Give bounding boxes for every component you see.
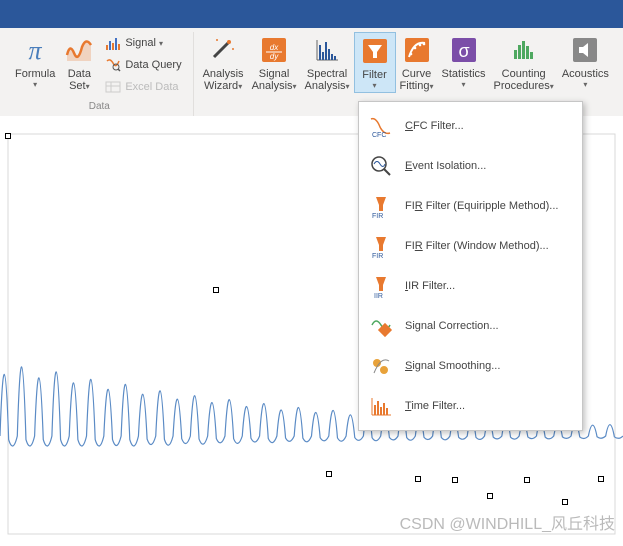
svg-text:CFC: CFC	[372, 132, 386, 139]
spectral-label: SpectralAnalysis▾	[305, 68, 350, 93]
statistics-icon: σ	[448, 34, 480, 66]
svg-text:dy: dy	[270, 52, 279, 61]
chevron-down-icon: ▾	[33, 80, 37, 89]
excel-data-button: Excel Data	[101, 76, 185, 98]
data-query-icon	[105, 57, 121, 73]
menu-item-label: Event Isolation...	[405, 160, 486, 172]
signal-analysis-icon: dxdy	[258, 34, 290, 66]
filter-menu-item[interactable]: CFC CFC Filter...	[359, 106, 582, 146]
filter-menu-item[interactable]: Signal Correction...	[359, 306, 582, 346]
menu-item-icon	[367, 392, 395, 420]
pi-icon: π	[19, 34, 51, 66]
spectral-icon	[311, 34, 343, 66]
svg-text:FIR: FIR	[372, 253, 383, 259]
filter-menu-item[interactable]: FIR FIR Filter (Window Method)...	[359, 226, 582, 266]
svg-text:dx: dx	[270, 43, 279, 52]
selection-handle[interactable]	[415, 476, 421, 482]
dataset-icon	[63, 34, 95, 66]
group-data-label: Data	[89, 98, 110, 116]
menu-item-icon	[367, 312, 395, 340]
statistics-label: Statistics	[442, 68, 486, 80]
filter-button[interactable]: Filter ▾	[354, 32, 396, 93]
menu-item-icon: CFC	[367, 112, 395, 140]
analysis-wizard-button[interactable]: AnalysisWizard▾	[199, 32, 248, 95]
dataset-button[interactable]: DataSet▾	[59, 32, 99, 95]
acoustics-button[interactable]: Acoustics ▾	[558, 32, 613, 91]
curve-fitting-label: CurveFitting▾	[400, 68, 434, 93]
menu-item-icon: FIR	[367, 192, 395, 220]
signal-button[interactable]: Signal ▾	[101, 32, 185, 54]
group-data: π Formula ▾ DataSet▾ Signal ▾ Data Query	[6, 32, 194, 116]
selection-handle[interactable]	[5, 133, 11, 139]
formula-label: Formula	[15, 68, 55, 80]
menu-item-icon	[367, 352, 395, 380]
svg-text:π: π	[29, 36, 43, 65]
menu-item-label: FIR Filter (Window Method)...	[405, 240, 549, 252]
menu-item-label: Time Filter...	[405, 400, 465, 412]
data-query-label: Data Query	[125, 59, 181, 71]
selection-handle[interactable]	[452, 477, 458, 483]
signal-analysis-label: SignalAnalysis▾	[252, 68, 297, 93]
menu-item-label: FIR Filter (Equiripple Method)...	[405, 200, 558, 212]
menu-item-label: Signal Correction...	[405, 320, 499, 332]
wizard-label: AnalysisWizard▾	[203, 68, 244, 93]
dataset-label: DataSet▾	[68, 68, 91, 93]
spectral-analysis-button[interactable]: SpectralAnalysis▾	[301, 32, 354, 95]
svg-text:σ: σ	[458, 41, 469, 61]
counting-button[interactable]: CountingProcedures▾	[490, 32, 558, 95]
menu-item-label: IIR Filter...	[405, 280, 455, 292]
title-bar	[0, 0, 623, 28]
filter-menu-item[interactable]: Event Isolation...	[359, 146, 582, 186]
counting-icon	[508, 34, 540, 66]
menu-item-label: Signal Smoothing...	[405, 360, 500, 372]
signal-icon	[105, 35, 121, 51]
menu-item-icon	[367, 152, 395, 180]
data-query-button[interactable]: Data Query	[101, 54, 185, 76]
selection-handle[interactable]	[487, 493, 493, 499]
menu-item-icon: FIR	[367, 232, 395, 260]
filter-menu-item[interactable]: Signal Smoothing...	[359, 346, 582, 386]
signal-analysis-button[interactable]: dxdy SignalAnalysis▾	[248, 32, 301, 95]
selection-handle[interactable]	[562, 499, 568, 505]
acoustics-label: Acoustics	[562, 68, 609, 80]
selection-handle[interactable]	[326, 471, 332, 477]
svg-text:IIR: IIR	[374, 293, 383, 299]
wizard-icon	[207, 34, 239, 66]
curve-fitting-button[interactable]: CurveFitting▾	[396, 32, 438, 95]
chevron-down-icon: ▾	[373, 81, 377, 90]
menu-item-icon: IIR	[367, 272, 395, 300]
selection-handle[interactable]	[213, 287, 219, 293]
chevron-down-icon: ▾	[583, 80, 587, 89]
curve-fitting-icon	[401, 34, 433, 66]
filter-menu-item[interactable]: IIR IIR Filter...	[359, 266, 582, 306]
svg-text:FIR: FIR	[372, 213, 383, 219]
acoustics-icon	[569, 34, 601, 66]
filter-icon	[359, 35, 391, 67]
filter-label: Filter	[362, 69, 386, 81]
formula-button[interactable]: π Formula ▾	[11, 32, 59, 91]
filter-menu-item[interactable]: FIR FIR Filter (Equiripple Method)...	[359, 186, 582, 226]
menu-item-label: CFC Filter...	[405, 120, 464, 132]
filter-menu-item[interactable]: Time Filter...	[359, 386, 582, 426]
chevron-down-icon: ▾	[462, 80, 466, 89]
excel-data-label: Excel Data	[125, 81, 178, 93]
counting-label: CountingProcedures▾	[494, 68, 554, 93]
selection-handle[interactable]	[598, 476, 604, 482]
statistics-button[interactable]: σ Statistics ▾	[438, 32, 490, 91]
filter-dropdown: CFCCFC Filter...Event Isolation...FIRFIR…	[358, 101, 583, 431]
signal-label: Signal	[125, 37, 156, 49]
selection-handle[interactable]	[524, 477, 530, 483]
excel-icon	[105, 79, 121, 95]
